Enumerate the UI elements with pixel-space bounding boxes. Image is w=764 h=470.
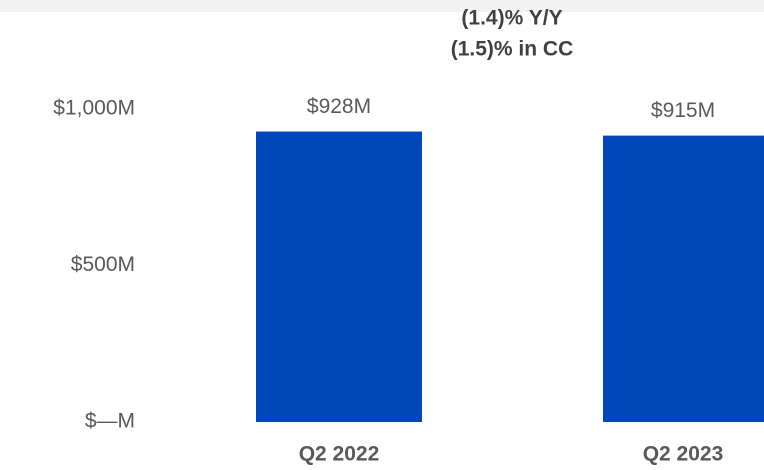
x-tick-label: Q2 2023 — [643, 443, 724, 466]
y-tick-label: $500M — [71, 253, 135, 276]
y-tick-label: $—M — [85, 410, 135, 433]
annotation: (1.5)% in CC — [451, 38, 574, 61]
bar — [256, 131, 422, 422]
value-label: $928M — [307, 95, 371, 118]
y-tick-label: $1,000M — [53, 97, 135, 120]
x-tick-label: Q2 2022 — [299, 443, 380, 466]
value-label: $915M — [651, 99, 715, 122]
annotation: (1.4)% Y/Y — [461, 7, 562, 30]
bar — [603, 135, 764, 423]
top-band — [0, 0, 764, 12]
